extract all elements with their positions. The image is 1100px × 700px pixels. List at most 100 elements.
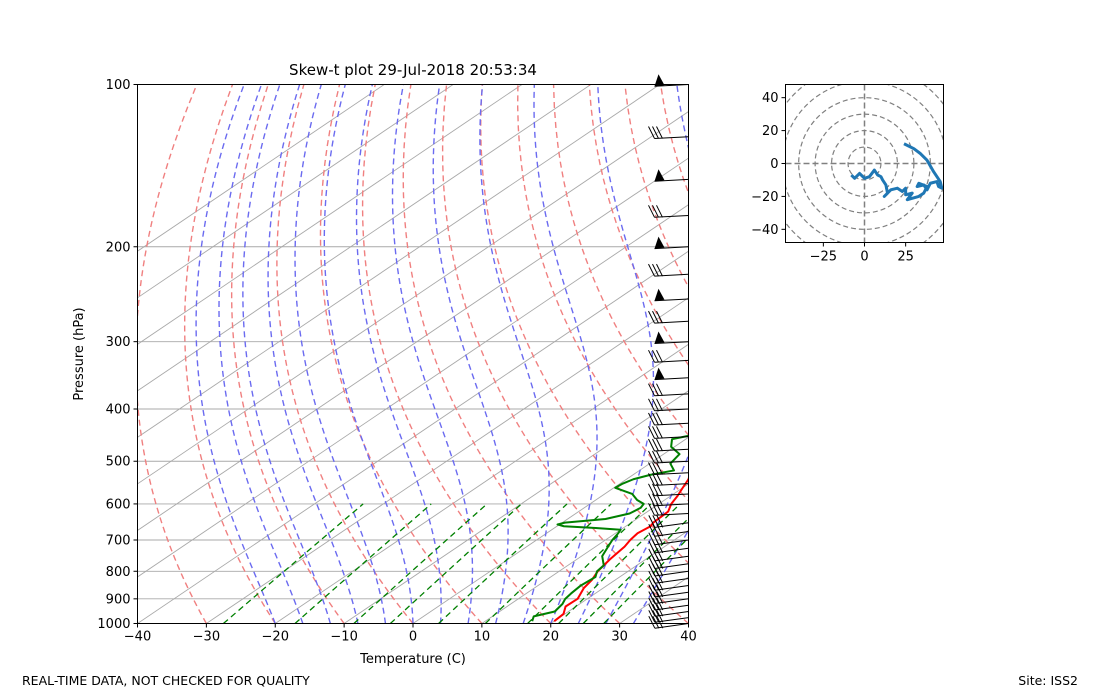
isotherm-line [274,343,689,624]
x-tick-label: −30 [193,630,220,645]
barb-feather [656,483,663,497]
barb-shaft [654,547,689,554]
isotherm-line [206,297,689,624]
moist-adiabat-line [432,84,509,624]
barb-feather [648,610,656,623]
barb-shaft [654,513,689,516]
y-tick-label: 700 [106,534,131,549]
isotherm-line [137,204,689,578]
isotherm-line [688,622,689,624]
barb-feather [648,548,656,562]
dry-adiabat-line [480,84,689,564]
x-axis-label: Temperature (C) [359,652,466,667]
wind-barb [648,205,689,218]
y-tick-label: 1000 [97,617,130,632]
barb-feather [656,263,663,277]
barb-feather [648,450,655,464]
wind-barb [648,462,689,475]
wind-barb [648,263,689,277]
isotherm-line [137,84,454,299]
barb-shaft [654,591,689,598]
moist-adiabat-line [479,84,550,624]
hodograph-x-tick-label: −25 [810,250,837,265]
wind-barb [654,169,689,182]
isotherm-gridlines [137,84,689,624]
mixing-ratio-line [294,503,432,624]
barb-feather [652,450,659,464]
x-tick-label: −20 [262,630,289,645]
dry-adiabats [137,84,1100,624]
barb-feather [652,438,659,452]
barb-shaft [654,611,689,617]
barb-shaft [654,585,689,591]
hodograph-y-ticks: 40 20 0 −20 −40 [751,91,786,238]
barb-shaft [654,604,689,611]
barb-feather [648,591,656,604]
barb-feather [648,523,656,537]
wind-barb [648,398,689,412]
barb-feather [648,615,656,629]
wind-barbs [648,74,689,629]
barb-feather [648,570,656,584]
barb-feather [652,493,659,506]
isotherm-line [550,529,689,624]
barb-shaft [654,422,689,426]
wind-barb [654,367,689,381]
wind-barb [654,236,689,250]
barb-feather [652,473,659,486]
barb-feather [652,263,659,277]
dry-adiabat-line [839,85,1100,624]
barb-feather [656,438,663,452]
barb-feather [648,438,655,452]
wind-barb [648,483,689,497]
hodograph-trace [850,142,944,202]
hodograph-rings [785,84,944,243]
barb-feather [648,577,656,591]
barb-feather [648,584,656,598]
barb-feather [656,398,663,412]
x-tick-label: 10 [474,630,491,645]
barb-feather [656,597,664,611]
hodograph-plot: −25 0 25 40 20 0 −20 −40 [751,84,944,265]
mixing-ratio-line [582,517,689,624]
y-axis-ticks: 100 200 300 400 500 600 700 800 900 1000 [97,78,138,632]
wind-barb [648,584,689,598]
barb-shaft [654,460,689,464]
barb-shaft [654,623,689,629]
barb-pennant [654,169,665,182]
barb-feather [648,493,655,506]
dry-adiabat-line [183,84,276,624]
barb-shaft [654,273,689,277]
hodograph-x-ticks: −25 0 25 [810,242,914,265]
barb-feather [656,126,663,139]
isotherm-line [412,436,689,624]
wind-barb [648,473,689,486]
barb-feather [648,398,655,412]
barb-shaft [654,503,689,507]
barb-shaft [654,136,689,139]
isotherm-line [137,84,660,438]
hodograph-y-tick-label: 40 [762,91,779,106]
barb-shaft [654,563,689,569]
barb-feather [656,615,664,629]
mixing-ratio-line [603,536,689,624]
barb-shaft [654,617,689,623]
dry-adiabat-line [875,85,1100,624]
x-tick-label: −40 [124,630,151,645]
barb-pennant [654,288,665,301]
mixing-ratio-line [389,503,522,624]
wind-barb [648,310,689,324]
moist-adiabat-line [242,84,332,624]
dry-adiabat-line [319,84,483,624]
barb-shaft [654,570,689,577]
barb-feather [652,126,659,139]
isotherm-line [137,157,689,531]
dry-adiabat-line [402,84,621,624]
wind-barb [648,503,689,516]
barb-feather [656,584,664,598]
barb-feather [648,597,656,611]
barb-feather [648,205,655,218]
isotherm-line [343,390,689,624]
barb-pennant [654,236,665,249]
